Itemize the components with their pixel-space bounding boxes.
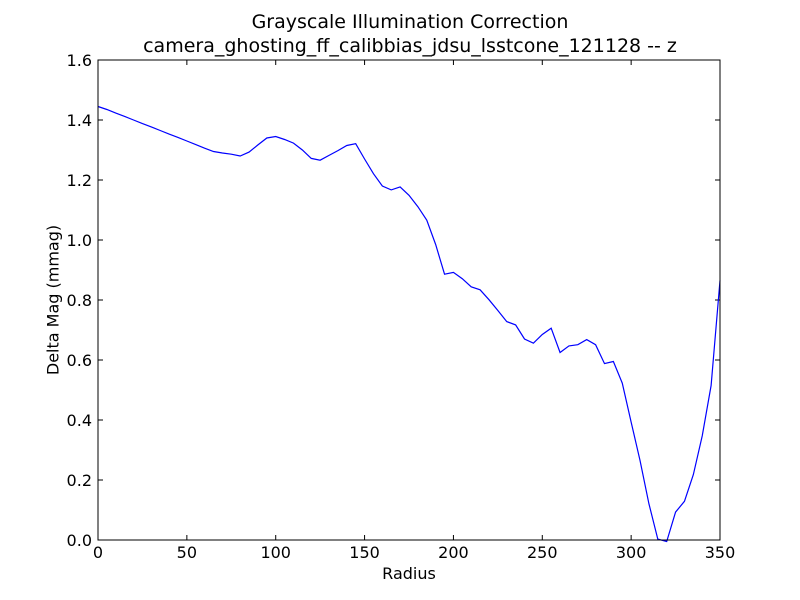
x-axis-label: Radius xyxy=(382,564,436,583)
chart-subtitle: camera_ghosting_ff_calibbias_jdsu_lsstco… xyxy=(143,35,677,57)
y-tick-label: 1.0 xyxy=(67,231,92,250)
x-tick-label: 100 xyxy=(260,543,291,562)
y-tick-label: 0.2 xyxy=(67,471,92,490)
y-tick-label: 0.4 xyxy=(67,411,92,430)
y-tick-label: 0.6 xyxy=(67,351,92,370)
y-tick-label: 0.8 xyxy=(67,291,92,310)
y-tick-label: 1.4 xyxy=(67,111,92,130)
axes-frame xyxy=(97,59,721,541)
x-tick-label: 200 xyxy=(438,543,469,562)
x-tick-label: 50 xyxy=(177,543,197,562)
x-tick-label: 0 xyxy=(93,543,103,562)
y-tick-label: 1.6 xyxy=(67,51,92,70)
x-tick-label: 350 xyxy=(705,543,736,562)
y-axis-label: Delta Mag (mmag) xyxy=(43,224,63,376)
x-tick-label: 300 xyxy=(616,543,647,562)
chart-title: Grayscale Illumination Correction xyxy=(251,11,569,33)
y-tick-label: 1.2 xyxy=(67,171,92,190)
x-tick-label: 250 xyxy=(527,543,558,562)
series-line-correction xyxy=(97,105,721,543)
y-tick-label: 0.0 xyxy=(67,531,92,550)
x-tick-label: 150 xyxy=(349,543,380,562)
